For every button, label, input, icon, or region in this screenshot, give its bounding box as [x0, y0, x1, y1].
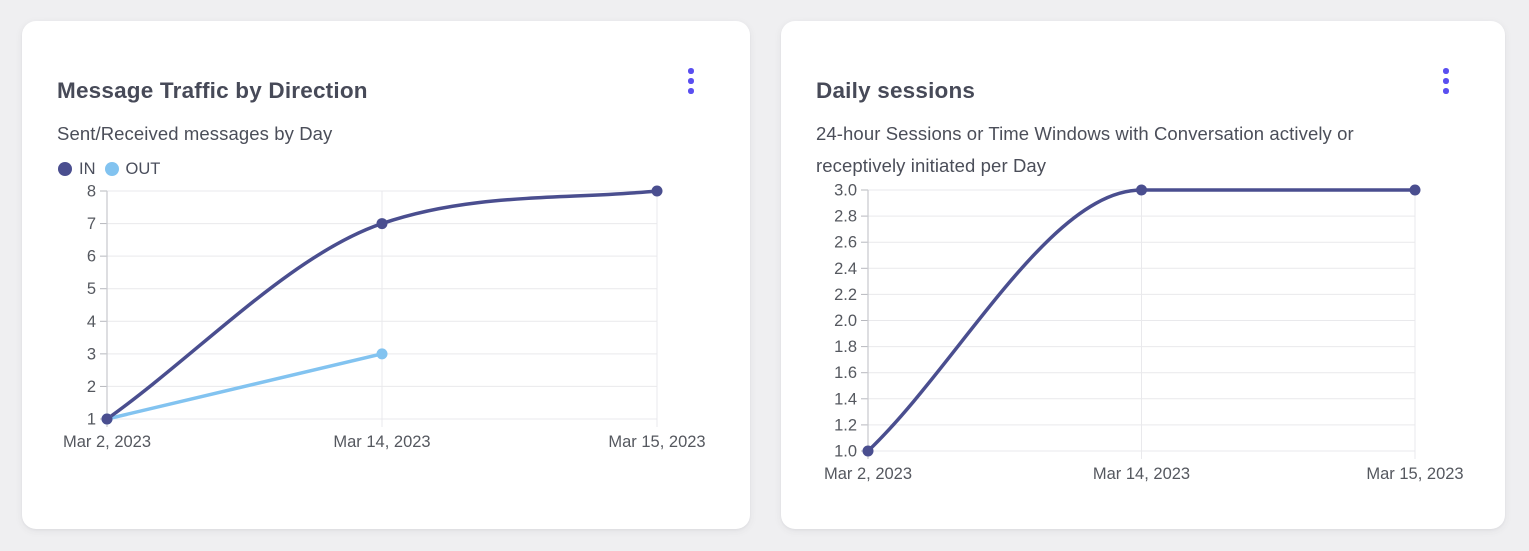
- chart-area: 1 2 3 4 5 6 7 8 Mar 2, 2023 Mar 14, 2023 Mar 15, 2…: [52, 167, 742, 477]
- svg-text:2.6: 2.6: [834, 234, 857, 252]
- message-traffic-card: Message Traffic by Direction Sent/Receiv…: [22, 21, 750, 529]
- card-subtitle: Sent/Received messages by Day: [57, 123, 333, 144]
- svg-text:Mar 2, 2023: Mar 2, 2023: [824, 465, 912, 483]
- svg-text:6: 6: [87, 248, 96, 266]
- svg-text:1.2: 1.2: [834, 416, 857, 434]
- svg-text:2: 2: [87, 378, 96, 396]
- card-subtitle: 24-hour Sessions or Time Windows with Co…: [816, 123, 1354, 176]
- svg-text:1.0: 1.0: [834, 443, 857, 461]
- svg-text:3: 3: [87, 345, 96, 363]
- svg-text:2.2: 2.2: [834, 286, 857, 304]
- kebab-menu-icon: [1443, 68, 1449, 94]
- svg-text:Mar 14, 2023: Mar 14, 2023: [1093, 465, 1190, 483]
- legend-swatch-in-icon: [58, 162, 72, 176]
- svg-text:2.4: 2.4: [834, 260, 857, 278]
- svg-text:Mar 14, 2023: Mar 14, 2023: [333, 433, 430, 451]
- svg-text:Mar 2, 2023: Mar 2, 2023: [63, 433, 151, 451]
- card-menu-button[interactable]: [680, 65, 702, 97]
- chart-legend: IN OUT: [58, 158, 160, 180]
- kebab-menu-icon: [688, 68, 694, 94]
- svg-text:7: 7: [87, 215, 96, 233]
- legend-item-out[interactable]: OUT: [104, 159, 161, 179]
- chart-area: 1.0 1.2 1.4 1.6 1.8 2.0 2.2 2.4 2.6 2.8 3.0 Mar 2, …: [811, 167, 1501, 512]
- card-title: Message Traffic by Direction: [57, 77, 368, 103]
- svg-text:2.8: 2.8: [834, 208, 857, 226]
- legend-label: OUT: [125, 159, 161, 178]
- legend-label: IN: [79, 159, 96, 178]
- svg-text:Mar 15, 2023: Mar 15, 2023: [608, 433, 705, 451]
- svg-text:Mar 15, 2023: Mar 15, 2023: [1366, 465, 1463, 483]
- message-traffic-chart: 1 2 3 4 5 6 7 8 Mar 2, 2023 Mar 14, 2023 Mar 15, 2…: [63, 183, 706, 452]
- svg-text:3.0: 3.0: [834, 182, 857, 200]
- svg-text:4: 4: [87, 313, 96, 331]
- svg-text:8: 8: [87, 183, 96, 201]
- svg-text:1.8: 1.8: [834, 338, 857, 356]
- svg-text:1.6: 1.6: [834, 364, 857, 382]
- daily-sessions-card: Daily sessions 24-hour Sessions or Time …: [781, 21, 1505, 529]
- svg-text:5: 5: [87, 280, 96, 298]
- legend-item-in[interactable]: IN: [58, 160, 96, 179]
- daily-sessions-chart: 1.0 1.2 1.4 1.6 1.8 2.0 2.2 2.4 2.6 2.8 3.0 Mar 2, …: [824, 182, 1464, 484]
- legend-swatch-out-icon: [104, 162, 119, 176]
- card-title: Daily sessions: [816, 77, 976, 103]
- svg-text:1.4: 1.4: [834, 390, 857, 408]
- svg-text:2.0: 2.0: [834, 312, 857, 330]
- card-menu-button[interactable]: [1435, 65, 1457, 97]
- svg-text:1: 1: [87, 411, 96, 429]
